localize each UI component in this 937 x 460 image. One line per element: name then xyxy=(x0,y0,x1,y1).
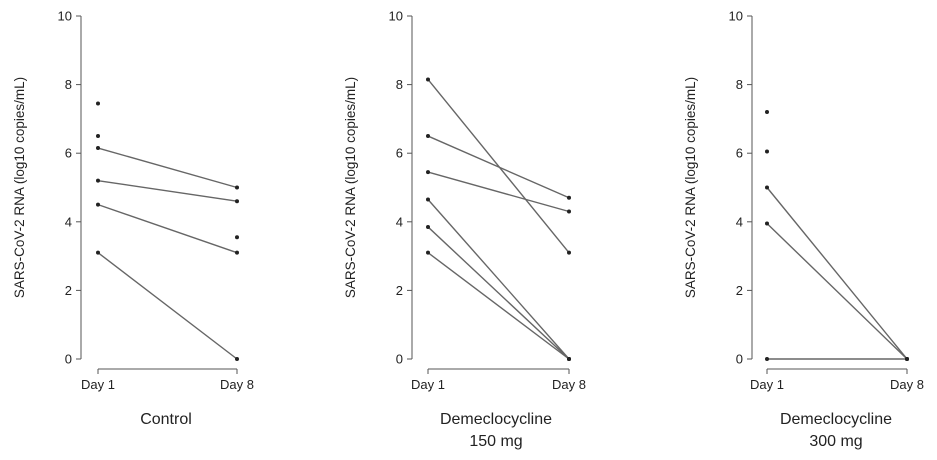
series-line xyxy=(427,199,570,360)
series-line xyxy=(97,147,238,189)
y-tick-label: 4 xyxy=(65,214,72,229)
y-tick-label: 8 xyxy=(396,77,403,92)
data-point xyxy=(765,221,769,226)
y-tick-label: 6 xyxy=(65,146,72,161)
panel-title-line: 150 mg xyxy=(469,433,522,450)
data-point xyxy=(567,250,571,255)
series-line xyxy=(427,79,570,254)
y-tick-label: 4 xyxy=(396,214,403,229)
series-line xyxy=(427,226,570,360)
y-axis-label: SARS-CoV-2 RNA (log10 copies/mL) xyxy=(343,77,358,298)
y-tick-label: 10 xyxy=(729,9,743,24)
y-tick-label: 0 xyxy=(396,352,403,367)
series-line xyxy=(97,179,238,202)
data-point xyxy=(426,134,430,139)
data-point xyxy=(765,110,769,115)
panel-demeclocycline-300mg: 0 2 4 6 8 10 Day 1 Day 8 SARS-CoV-2 RNA (log10 c… xyxy=(683,9,924,451)
data-point xyxy=(235,235,239,240)
series-line xyxy=(97,252,238,360)
y-tick-label: 4 xyxy=(736,214,743,229)
data-point xyxy=(765,357,769,361)
data-point xyxy=(426,170,430,175)
series-line xyxy=(427,252,570,360)
panel-title-line: Demeclocycline xyxy=(780,411,892,428)
panel-demeclocycline-150mg: 0 2 4 6 8 10 Day 1 Day 8 SARS-CoV-2 RNA (log10 c… xyxy=(343,9,586,451)
y-tick-label: 8 xyxy=(736,77,743,92)
data-point xyxy=(235,185,239,190)
data-point xyxy=(96,101,100,106)
x-tick-label: Day 8 xyxy=(220,377,254,392)
series-line xyxy=(427,171,570,213)
data-point xyxy=(96,146,100,151)
data-point xyxy=(426,197,430,202)
data-point xyxy=(765,149,769,154)
data-point xyxy=(567,357,571,361)
data-point xyxy=(235,199,239,204)
y-tick-label: 2 xyxy=(396,283,403,298)
data-point xyxy=(426,224,430,229)
data-point xyxy=(235,250,239,255)
x-tick-label: Day 1 xyxy=(411,377,445,392)
data-point xyxy=(96,134,100,139)
data-point xyxy=(96,250,100,255)
data-point xyxy=(426,77,430,82)
data-point xyxy=(567,195,571,200)
series-line xyxy=(427,135,570,199)
data-point xyxy=(905,357,909,361)
panel-title-line: Demeclocycline xyxy=(440,411,552,428)
y-tick-label: 6 xyxy=(736,146,743,161)
data-point xyxy=(235,357,239,361)
data-point xyxy=(96,202,100,207)
data-point xyxy=(567,209,571,214)
panel-title-line: Control xyxy=(140,411,192,428)
x-tick-label: Day 8 xyxy=(552,377,586,392)
x-tick-label: Day 1 xyxy=(750,377,784,392)
data-point xyxy=(765,185,769,190)
x-tick-label: Day 8 xyxy=(890,377,924,392)
y-axis-label: SARS-CoV-2 RNA (log10 copies/mL) xyxy=(12,77,27,298)
panel-control: 0 2 4 6 8 10 Day 1 Day 8 SARS-CoV-2 RNA (log10 c… xyxy=(12,9,254,429)
x-tick-label: Day 1 xyxy=(81,377,115,392)
series-line xyxy=(766,187,908,360)
y-tick-label: 10 xyxy=(389,9,403,24)
y-tick-label: 2 xyxy=(736,283,743,298)
series-line xyxy=(97,203,238,254)
series-line xyxy=(766,223,908,360)
panel-title-line: 300 mg xyxy=(809,433,862,450)
y-tick-label: 2 xyxy=(65,283,72,298)
y-tick-label: 10 xyxy=(58,9,72,24)
y-axis-label: SARS-CoV-2 RNA (log10 copies/mL) xyxy=(683,77,698,298)
y-tick-label: 0 xyxy=(65,352,72,367)
y-tick-label: 6 xyxy=(396,146,403,161)
y-tick-label: 0 xyxy=(736,352,743,367)
y-tick-label: 8 xyxy=(65,77,72,92)
data-point xyxy=(96,178,100,183)
data-point xyxy=(426,250,430,255)
